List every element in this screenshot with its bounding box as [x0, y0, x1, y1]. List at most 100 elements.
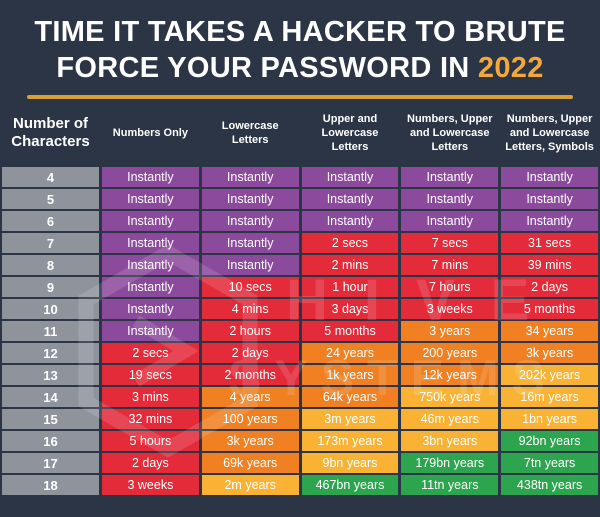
crack-time-cell: 34 years: [501, 321, 598, 341]
crack-time-cell: 11tn years: [401, 475, 499, 495]
crack-time-cell: Instantly: [102, 233, 199, 253]
crack-time-cell: 3m years: [301, 409, 399, 429]
crack-time-cell: 100 years: [201, 409, 299, 429]
crack-time-cell: 4 years: [201, 387, 299, 407]
char-count-cell: 10: [2, 299, 99, 319]
crack-time-cell: 2 days: [501, 277, 598, 297]
crack-time-cell: 5 months: [501, 299, 598, 319]
crack-time-cell: 10 secs: [201, 277, 299, 297]
char-count-cell: 9: [2, 277, 99, 297]
crack-time-cell: 5 hours: [102, 431, 199, 451]
crack-time-cell: 467bn years: [301, 475, 399, 495]
crack-time-cell: Instantly: [102, 211, 199, 231]
crack-time-cell: 16m years: [501, 387, 598, 407]
char-count-cell: 15: [2, 409, 99, 429]
char-count-cell: 8: [2, 255, 99, 275]
crack-time-cell: 19 secs: [102, 365, 199, 385]
char-count-cell: 13: [2, 365, 99, 385]
crack-time-cell: Instantly: [102, 167, 199, 187]
char-count-cell: 6: [2, 211, 99, 231]
crack-time-cell: Instantly: [301, 189, 399, 209]
crack-time-cell: 2 secs: [102, 343, 199, 363]
crack-time-cell: 9bn years: [301, 453, 399, 473]
crack-time-cell: 64k years: [301, 387, 399, 407]
crack-time-cell: 173m years: [301, 431, 399, 451]
char-count-cell: 11: [2, 321, 99, 341]
crack-time-cell: Instantly: [201, 189, 299, 209]
char-count-cell: 17: [2, 453, 99, 473]
crack-time-cell: Instantly: [401, 189, 499, 209]
crack-time-cell: 3 days: [301, 299, 399, 319]
crack-time-cell: 3 years: [401, 321, 499, 341]
crack-time-cell: Instantly: [102, 321, 199, 341]
crack-time-cell: 1k years: [301, 365, 399, 385]
crack-time-cell: 2 secs: [301, 233, 399, 253]
title-line2: FORCE YOUR PASSWORD IN: [56, 52, 470, 84]
crack-time-cell: 5 months: [301, 321, 399, 341]
crack-time-cell: 46m years: [401, 409, 499, 429]
crack-time-cell: Instantly: [501, 189, 598, 209]
column-header-numbers-only: Numbers Only: [112, 127, 188, 139]
crack-time-cell: Instantly: [301, 211, 399, 231]
crack-time-cell: 1 hour: [301, 277, 399, 297]
crack-time-cell: 2 days: [201, 343, 299, 363]
title-underline: [27, 95, 573, 99]
crack-time-cell: Instantly: [401, 211, 499, 231]
crack-time-cell: 3 weeks: [401, 299, 499, 319]
title-line1: TIME IT TAKES A HACKER TO BRUTE: [34, 16, 566, 48]
char-count-cell: 16: [2, 431, 99, 451]
crack-time-cell: 92bn years: [501, 431, 598, 451]
crack-time-cell: 69k years: [201, 453, 299, 473]
column-header-upper-lower: Upper and Lowercase Letters: [321, 113, 379, 153]
char-count-cell: 14: [2, 387, 99, 407]
column-header-characters: Number of Characters: [11, 115, 90, 150]
crack-time-cell: Instantly: [102, 255, 199, 275]
crack-time-cell: 3k years: [501, 343, 598, 363]
crack-time-cell: Instantly: [102, 277, 199, 297]
crack-time-cell: Instantly: [301, 167, 399, 187]
crack-time-cell: 12k years: [401, 365, 499, 385]
char-count-cell: 7: [2, 233, 99, 253]
password-crack-time-table: Number of Characters Numbers Only Lowerc…: [2, 101, 598, 495]
crack-time-cell: 200 years: [401, 343, 499, 363]
crack-time-cell: 4 mins: [201, 299, 299, 319]
crack-time-cell: 3k years: [201, 431, 299, 451]
char-count-cell: 18: [2, 475, 99, 495]
crack-time-cell: Instantly: [501, 211, 598, 231]
crack-time-cell: 7tn years: [501, 453, 598, 473]
crack-time-cell: 1bn years: [501, 409, 598, 429]
crack-time-cell: 202k years: [501, 365, 598, 385]
crack-time-cell: 179bn years: [401, 453, 499, 473]
title-year: 2022: [477, 52, 544, 84]
char-count-cell: 12: [2, 343, 99, 363]
page-title: TIME IT TAKES A HACKER TO BRUTE FORCE YOU…: [0, 0, 600, 86]
crack-time-cell: 2m years: [201, 475, 299, 495]
column-header-numbers-upper-lower: Numbers, Upper and Lowercase Letters: [407, 113, 493, 153]
crack-time-cell: 3 weeks: [102, 475, 199, 495]
crack-time-cell: Instantly: [201, 211, 299, 231]
crack-time-cell: Instantly: [501, 167, 598, 187]
crack-time-cell: Instantly: [401, 167, 499, 187]
crack-time-cell: Instantly: [102, 299, 199, 319]
crack-time-cell: 2 months: [201, 365, 299, 385]
crack-time-cell: 2 mins: [301, 255, 399, 275]
crack-time-cell: 7 secs: [401, 233, 499, 253]
crack-time-cell: Instantly: [102, 189, 199, 209]
crack-time-cell: 3 mins: [102, 387, 199, 407]
char-count-cell: 5: [2, 189, 99, 209]
crack-time-cell: Instantly: [201, 167, 299, 187]
crack-time-cell: 7 mins: [401, 255, 499, 275]
crack-time-cell: 2 days: [102, 453, 199, 473]
char-count-cell: 4: [2, 167, 99, 187]
crack-time-cell: Instantly: [201, 255, 299, 275]
column-header-numbers-upper-lower-symbols: Numbers, Upper and Lowercase Letters, Sy…: [505, 113, 594, 153]
crack-time-cell: 7 hours: [401, 277, 499, 297]
crack-time-cell: 3bn years: [401, 431, 499, 451]
crack-time-cell: 2 hours: [201, 321, 299, 341]
crack-time-cell: 24 years: [301, 343, 399, 363]
crack-time-cell: 32 mins: [102, 409, 199, 429]
crack-time-cell: 31 secs: [501, 233, 598, 253]
crack-time-cell: 750k years: [401, 387, 499, 407]
crack-time-cell: 438tn years: [501, 475, 598, 495]
column-header-lowercase: Lowercase Letters: [221, 120, 279, 146]
